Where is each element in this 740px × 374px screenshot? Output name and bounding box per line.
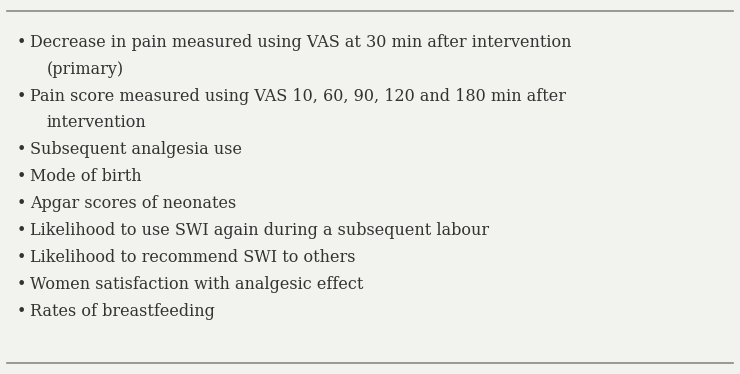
Text: Subsequent analgesia use: Subsequent analgesia use bbox=[30, 141, 241, 158]
Text: intervention: intervention bbox=[47, 114, 147, 131]
Text: Rates of breastfeeding: Rates of breastfeeding bbox=[30, 303, 215, 320]
Text: •: • bbox=[16, 276, 26, 293]
Text: •: • bbox=[16, 168, 26, 185]
Text: Apgar scores of neonates: Apgar scores of neonates bbox=[30, 195, 236, 212]
Text: •: • bbox=[16, 222, 26, 239]
Text: Likelihood to recommend SWI to others: Likelihood to recommend SWI to others bbox=[30, 249, 355, 266]
Text: Women satisfaction with analgesic effect: Women satisfaction with analgesic effect bbox=[30, 276, 363, 293]
Text: •: • bbox=[16, 249, 26, 266]
Text: •: • bbox=[16, 88, 26, 104]
Text: Pain score measured using VAS 10, 60, 90, 120 and 180 min after: Pain score measured using VAS 10, 60, 90… bbox=[30, 88, 565, 104]
Text: Likelihood to use SWI again during a subsequent labour: Likelihood to use SWI again during a sub… bbox=[30, 222, 488, 239]
Text: •: • bbox=[16, 34, 26, 50]
Text: •: • bbox=[16, 141, 26, 158]
Text: •: • bbox=[16, 303, 26, 320]
Text: •: • bbox=[16, 195, 26, 212]
Text: Mode of birth: Mode of birth bbox=[30, 168, 141, 185]
Text: Decrease in pain measured using VAS at 30 min after intervention: Decrease in pain measured using VAS at 3… bbox=[30, 34, 571, 50]
Text: (primary): (primary) bbox=[47, 61, 124, 77]
